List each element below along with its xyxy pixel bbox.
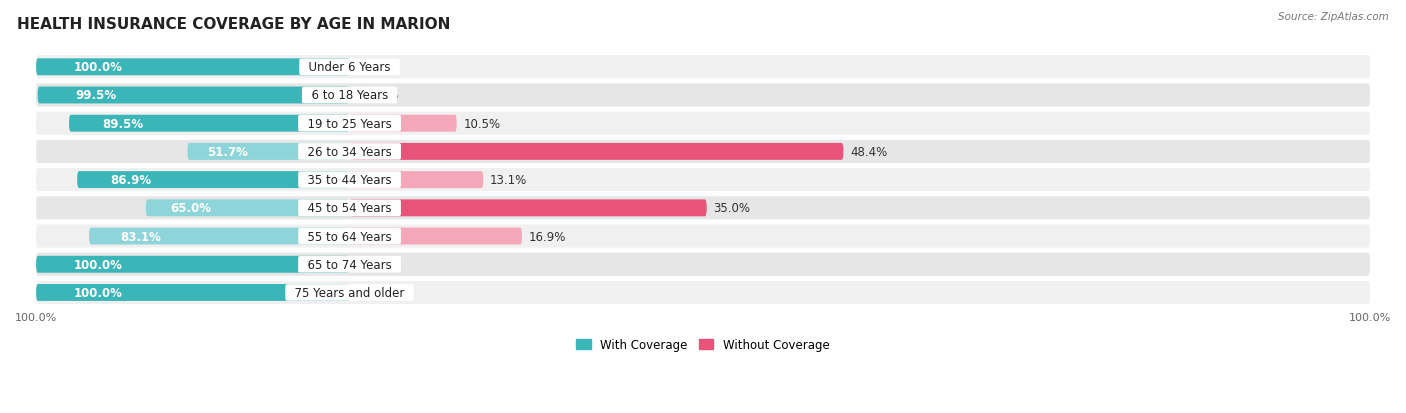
FancyBboxPatch shape	[37, 112, 1369, 135]
Text: 100.0%: 100.0%	[73, 61, 122, 74]
Text: 10.5%: 10.5%	[464, 117, 501, 131]
Text: 65 to 74 Years: 65 to 74 Years	[299, 258, 399, 271]
FancyBboxPatch shape	[37, 253, 1369, 276]
FancyBboxPatch shape	[350, 200, 707, 217]
FancyBboxPatch shape	[350, 116, 457, 132]
FancyBboxPatch shape	[69, 116, 350, 132]
Text: 45 to 54 Years: 45 to 54 Years	[299, 202, 399, 215]
FancyBboxPatch shape	[37, 284, 350, 301]
Text: 51.7%: 51.7%	[207, 145, 247, 159]
FancyBboxPatch shape	[37, 225, 1369, 248]
FancyBboxPatch shape	[187, 144, 350, 161]
Text: 19 to 25 Years: 19 to 25 Years	[299, 117, 399, 131]
FancyBboxPatch shape	[37, 169, 1369, 192]
FancyBboxPatch shape	[37, 281, 1369, 304]
FancyBboxPatch shape	[350, 87, 354, 104]
Text: 48.4%: 48.4%	[851, 145, 887, 159]
Text: Source: ZipAtlas.com: Source: ZipAtlas.com	[1278, 12, 1389, 22]
FancyBboxPatch shape	[37, 256, 350, 273]
FancyBboxPatch shape	[146, 200, 350, 217]
Text: HEALTH INSURANCE COVERAGE BY AGE IN MARION: HEALTH INSURANCE COVERAGE BY AGE IN MARI…	[17, 17, 450, 31]
Text: 0.0%: 0.0%	[356, 258, 385, 271]
Text: 16.9%: 16.9%	[529, 230, 567, 243]
Text: 100.0%: 100.0%	[73, 286, 122, 299]
Text: 0.47%: 0.47%	[361, 89, 398, 102]
Text: 55 to 64 Years: 55 to 64 Years	[299, 230, 399, 243]
FancyBboxPatch shape	[350, 144, 844, 161]
Text: 83.1%: 83.1%	[121, 230, 162, 243]
Text: 75 Years and older: 75 Years and older	[287, 286, 412, 299]
FancyBboxPatch shape	[350, 228, 522, 245]
Text: 99.5%: 99.5%	[75, 89, 117, 102]
Text: 0.0%: 0.0%	[356, 286, 385, 299]
Text: 0.0%: 0.0%	[356, 61, 385, 74]
FancyBboxPatch shape	[89, 228, 350, 245]
FancyBboxPatch shape	[37, 59, 350, 76]
Text: Under 6 Years: Under 6 Years	[301, 61, 398, 74]
Text: 13.1%: 13.1%	[489, 174, 527, 187]
FancyBboxPatch shape	[38, 87, 350, 104]
Text: 65.0%: 65.0%	[170, 202, 211, 215]
FancyBboxPatch shape	[37, 56, 1369, 79]
Text: 6 to 18 Years: 6 to 18 Years	[304, 89, 395, 102]
Text: 35.0%: 35.0%	[713, 202, 751, 215]
FancyBboxPatch shape	[37, 84, 1369, 107]
Legend: With Coverage, Without Coverage: With Coverage, Without Coverage	[572, 334, 834, 356]
Text: 26 to 34 Years: 26 to 34 Years	[299, 145, 399, 159]
Text: 100.0%: 100.0%	[73, 258, 122, 271]
FancyBboxPatch shape	[77, 172, 350, 189]
FancyBboxPatch shape	[37, 140, 1369, 164]
FancyBboxPatch shape	[37, 197, 1369, 220]
FancyBboxPatch shape	[350, 172, 484, 189]
Text: 89.5%: 89.5%	[103, 117, 143, 131]
Text: 35 to 44 Years: 35 to 44 Years	[299, 174, 399, 187]
Text: 86.9%: 86.9%	[110, 174, 150, 187]
